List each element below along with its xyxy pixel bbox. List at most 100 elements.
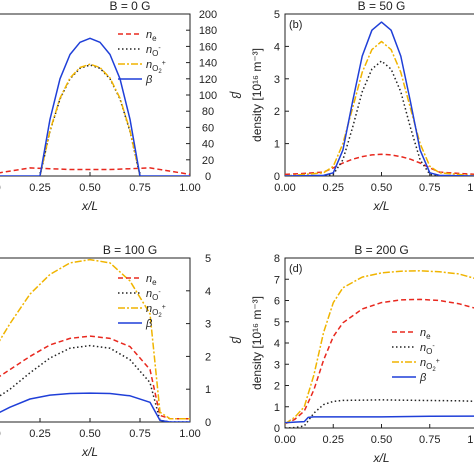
x-tick-label: 0.00 bbox=[274, 434, 295, 446]
series-line-0 bbox=[285, 298, 474, 425]
y2-tick-label: 200 bbox=[199, 9, 217, 21]
y2-tick-label: 2 bbox=[205, 351, 211, 363]
y-tick-label: 0 bbox=[274, 423, 280, 435]
y2-tick-label: 0 bbox=[205, 417, 211, 429]
y-tick-label: 4 bbox=[274, 41, 280, 53]
x-axis-label: x/L bbox=[372, 451, 389, 465]
series-group bbox=[285, 270, 474, 428]
legend-label: nO- bbox=[146, 44, 161, 58]
y2-axis-label: β bbox=[229, 91, 243, 99]
legend-label: nO- bbox=[420, 342, 435, 356]
x-axis-label: x/L bbox=[372, 199, 389, 213]
plot-frame bbox=[0, 13, 191, 177]
panel-b100: 0.00 0.25 0.50 0.75 1.00 x/L 0 1 2 3 4 5 β B = 100 G n… bbox=[0, 243, 243, 459]
x-tick-label: 0.50 bbox=[371, 182, 392, 194]
x-tick-label: 0.75 bbox=[419, 434, 440, 446]
series-group bbox=[0, 258, 190, 422]
plot-frame bbox=[0, 257, 191, 423]
x-tick-label: 0.00 bbox=[274, 182, 295, 194]
series-line-1 bbox=[0, 344, 190, 422]
panel-title: B = 200 G bbox=[354, 243, 408, 257]
y2-tick-label: 5 bbox=[205, 253, 211, 265]
x-tick-label: 1.00 bbox=[467, 182, 474, 194]
y-axis-label: density [10¹⁶ m⁻³] bbox=[250, 296, 264, 390]
y-tick-label: 7 bbox=[274, 274, 280, 286]
panel-label: (d) bbox=[289, 263, 302, 275]
x-tick-label: 0.50 bbox=[79, 428, 100, 440]
legend-label: β bbox=[145, 74, 153, 86]
legend-label: ne bbox=[146, 273, 157, 287]
y-tick-label: 3 bbox=[274, 74, 280, 86]
y-tick-label: 1 bbox=[274, 139, 280, 151]
y2-tick-label: 140 bbox=[199, 58, 217, 70]
y2-tick-label: 180 bbox=[199, 25, 217, 37]
x-axis-label: x/L bbox=[81, 445, 98, 459]
series-line-3 bbox=[285, 415, 474, 424]
x-tick-label: 0.75 bbox=[129, 428, 150, 440]
x-tick-label: 0.25 bbox=[323, 182, 344, 194]
series-line-2 bbox=[0, 258, 190, 420]
series-group bbox=[285, 21, 474, 176]
y2-tick-label: 3 bbox=[205, 319, 211, 331]
panel-b50: 0.00 0.25 0.50 0.75 1.00 x/L 0 1 2 3 4 5 density [10… bbox=[250, 0, 474, 213]
series-line-0 bbox=[285, 153, 474, 176]
y2-tick-label: 1 bbox=[205, 384, 211, 396]
y-tick-label: 5 bbox=[274, 9, 280, 21]
plot-frame bbox=[284, 257, 474, 429]
x-tick-label: 1.00 bbox=[467, 434, 474, 446]
y-tick-label: 8 bbox=[274, 253, 280, 265]
x-tick-label: 0.75 bbox=[419, 182, 440, 194]
y2-axis-label: β bbox=[229, 336, 243, 344]
x-tick-label: 0.00 bbox=[0, 428, 1, 440]
y-tick-label: 0 bbox=[274, 171, 280, 183]
panel-title: B = 50 G bbox=[358, 0, 406, 13]
series-line-3 bbox=[0, 392, 190, 422]
y-tick-label: 6 bbox=[274, 296, 280, 308]
x-tick-label: 0.25 bbox=[29, 428, 50, 440]
series-group bbox=[0, 37, 190, 176]
legend-label: nO2+ bbox=[146, 59, 166, 75]
legend-label: nO2+ bbox=[146, 303, 166, 319]
y-axis-label: density [10¹⁶ m⁻³] bbox=[250, 48, 264, 142]
series-line-1 bbox=[285, 399, 474, 428]
y2-tick-label: 100 bbox=[199, 90, 217, 102]
panel-label: (b) bbox=[289, 19, 302, 31]
panel-title: B = 0 G bbox=[109, 0, 150, 13]
panel-b200: 0.00 0.25 0.50 0.75 1.00 x/L 0 1 2 3 4 5 6 7 8 density … bbox=[250, 243, 474, 465]
legend-label: ne bbox=[420, 327, 431, 341]
y-tick-label: 3 bbox=[274, 359, 280, 371]
y2-tick-label: 40 bbox=[202, 139, 214, 151]
y2-tick-label: 160 bbox=[199, 41, 217, 53]
series-line-2 bbox=[285, 40, 474, 176]
y2-tick-label: 120 bbox=[199, 74, 217, 86]
y2-tick-label: 20 bbox=[202, 155, 214, 167]
y-tick-label: 2 bbox=[274, 381, 280, 393]
x-tick-label: 0.25 bbox=[323, 434, 344, 446]
legend-label: β bbox=[419, 372, 427, 384]
x-tick-label: 1.00 bbox=[179, 428, 200, 440]
x-tick-label: 0.00 bbox=[0, 182, 1, 194]
legend-label: ne bbox=[146, 29, 157, 43]
y2-tick-label: 4 bbox=[205, 286, 211, 298]
y-tick-label: 5 bbox=[274, 317, 280, 329]
x-tick-label: 1.00 bbox=[179, 182, 200, 194]
x-tick-label: 0.25 bbox=[29, 182, 50, 194]
x-tick-label: 0.50 bbox=[371, 434, 392, 446]
panel-title: B = 100 G bbox=[103, 243, 157, 257]
y-tick-label: 2 bbox=[274, 106, 280, 118]
y2-tick-label: 0 bbox=[205, 171, 211, 183]
x-tick-label: 0.75 bbox=[129, 182, 150, 194]
legend-label: nO- bbox=[146, 288, 161, 302]
plot-frame bbox=[284, 13, 474, 177]
series-line-1 bbox=[39, 64, 141, 176]
series-line-0 bbox=[0, 167, 190, 176]
x-axis-label: x/L bbox=[81, 199, 98, 213]
series-line-2 bbox=[39, 63, 141, 176]
legend-label: nO2+ bbox=[420, 357, 440, 373]
series-line-3 bbox=[0, 37, 190, 176]
series-line-0 bbox=[0, 335, 190, 420]
y-tick-label: 4 bbox=[274, 338, 280, 350]
